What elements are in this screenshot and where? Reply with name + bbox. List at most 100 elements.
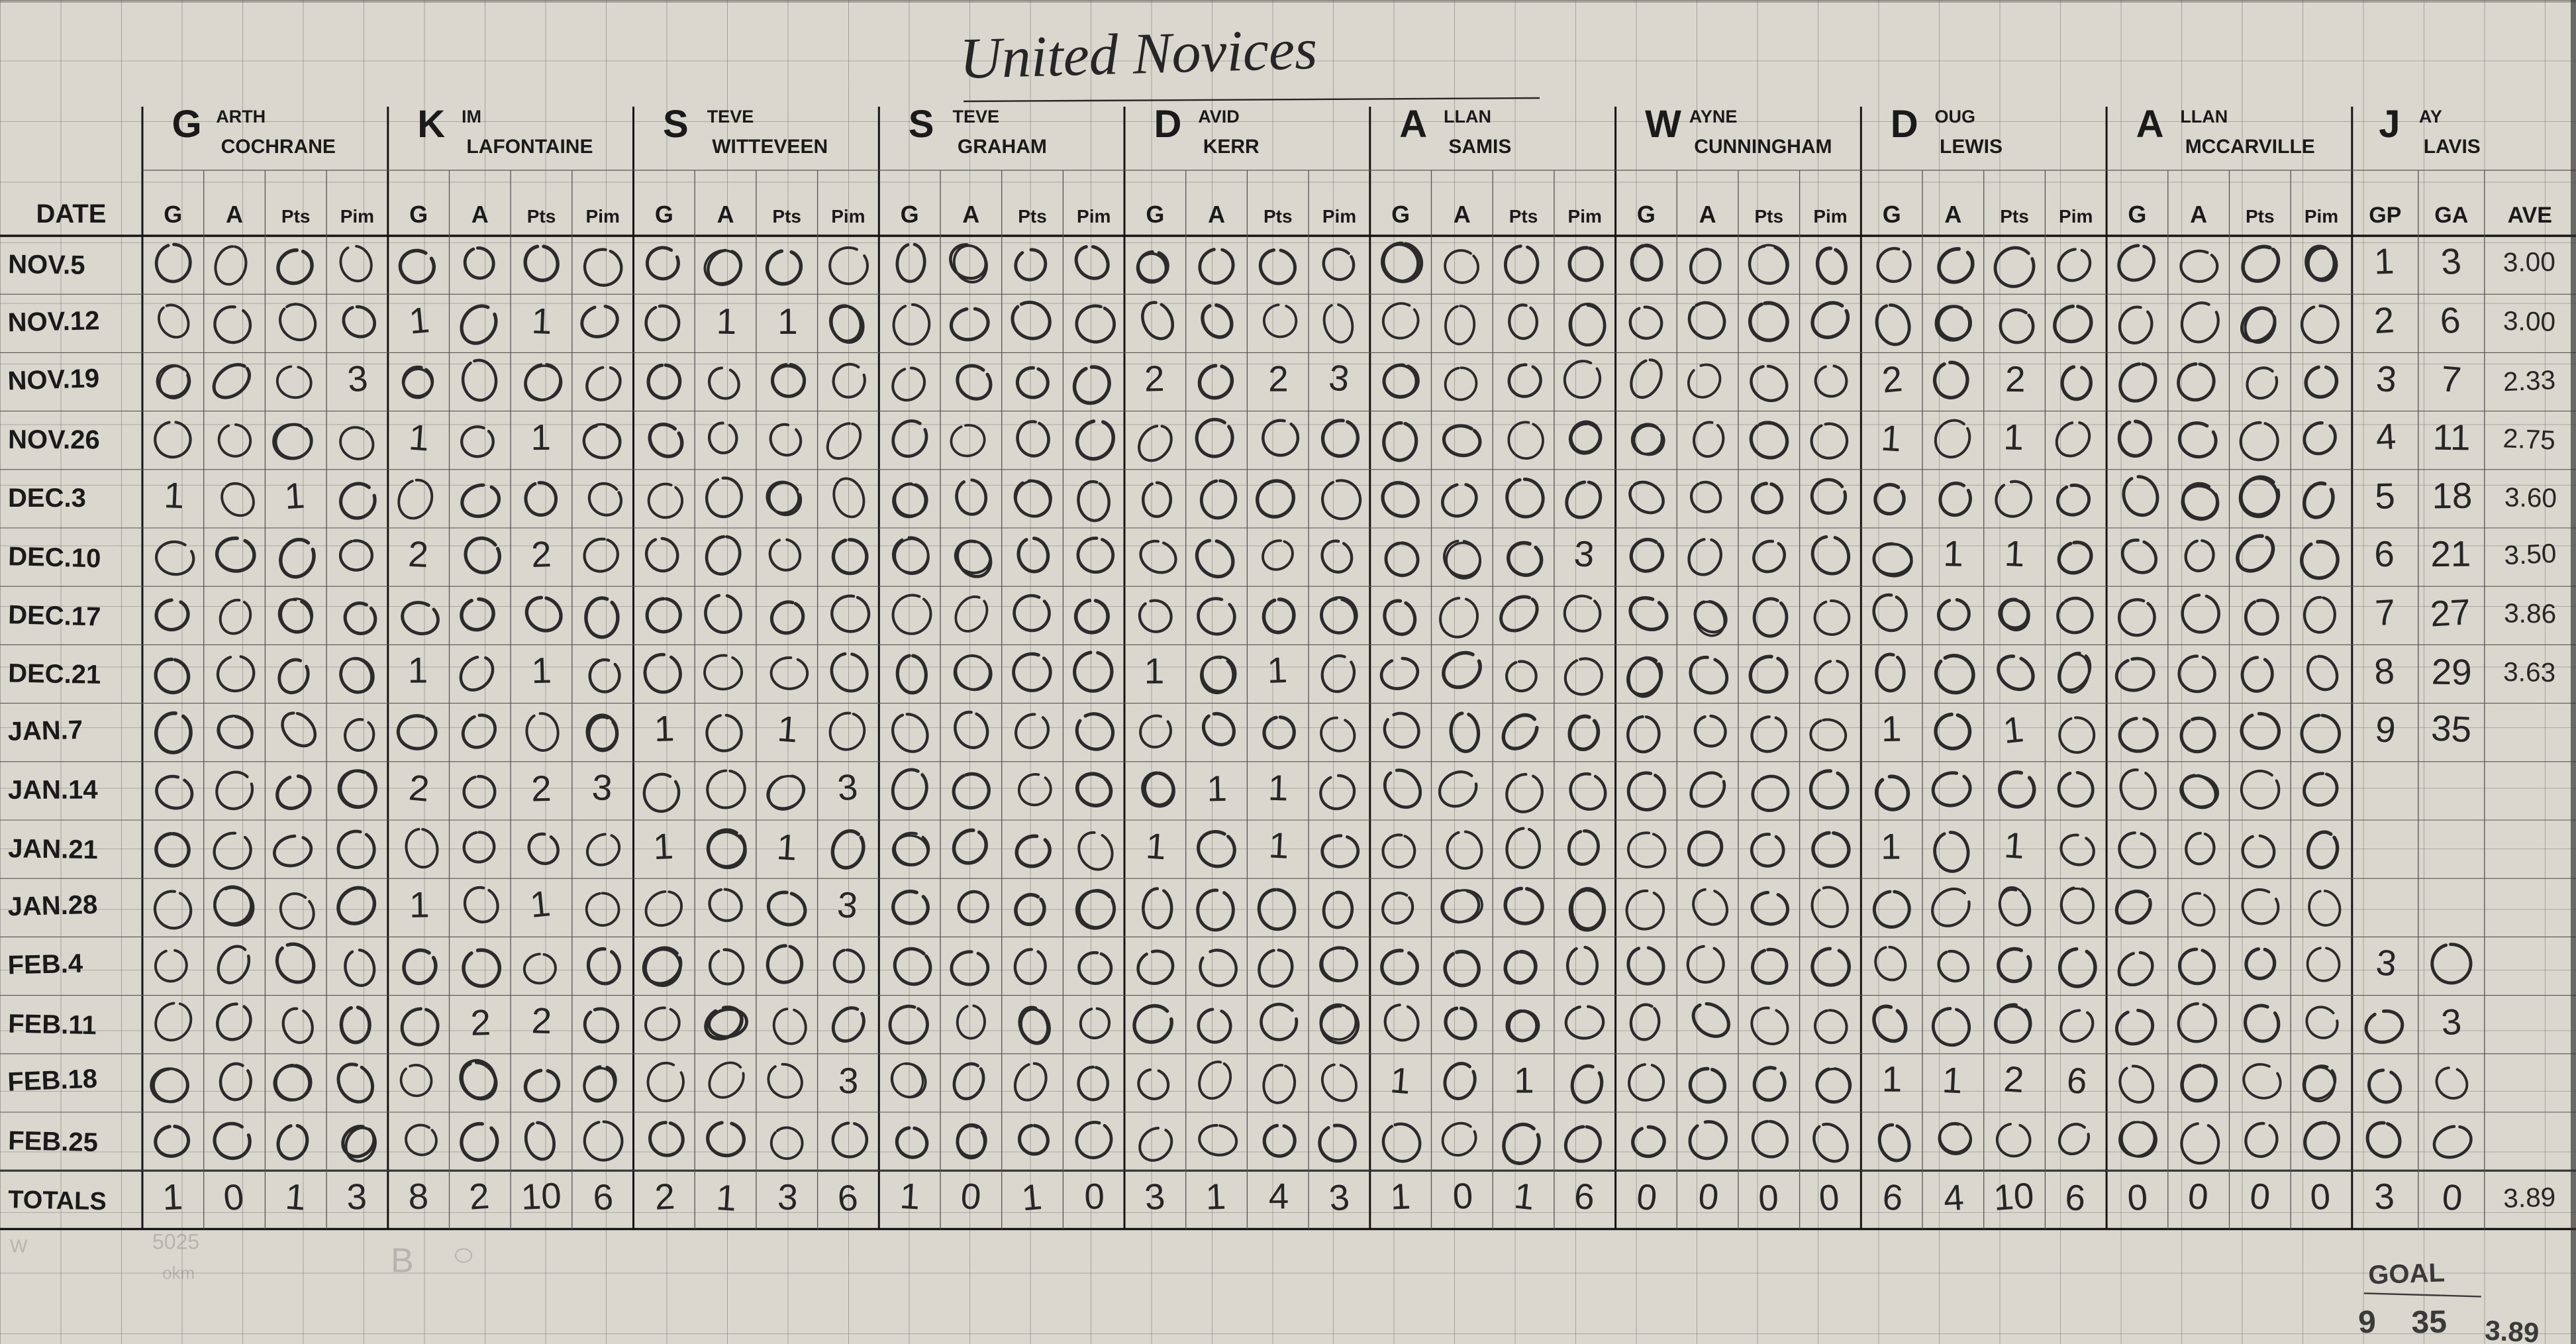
- svg-text:Pim: Pim: [340, 206, 374, 227]
- svg-text:9: 9: [2373, 708, 2397, 751]
- svg-text:0: 0: [1084, 1175, 1105, 1217]
- svg-text:0: 0: [2187, 1175, 2210, 1217]
- svg-text:1: 1: [531, 649, 552, 691]
- svg-text:1: 1: [407, 417, 430, 459]
- svg-text:1: 1: [775, 826, 798, 868]
- svg-text:3.63: 3.63: [2503, 656, 2556, 688]
- svg-text:2: 2: [654, 1175, 676, 1217]
- svg-text:GOAL: GOAL: [2368, 1258, 2446, 1290]
- svg-text:AYNE: AYNE: [1689, 107, 1738, 127]
- svg-text:1: 1: [162, 1176, 183, 1217]
- svg-text:G: G: [901, 201, 919, 228]
- svg-text:Pim: Pim: [2304, 206, 2338, 227]
- svg-text:ARTH: ARTH: [216, 107, 266, 127]
- svg-text:1: 1: [1512, 1175, 1536, 1218]
- svg-text:3: 3: [836, 884, 859, 926]
- svg-text:Pts: Pts: [2000, 206, 2029, 227]
- svg-text:3: 3: [1327, 356, 1352, 399]
- svg-text:1: 1: [530, 417, 551, 458]
- svg-text:2: 2: [407, 766, 431, 809]
- svg-text:2.75: 2.75: [2502, 423, 2556, 455]
- svg-text:LLAN: LLAN: [1444, 107, 1491, 127]
- svg-text:29: 29: [2431, 651, 2472, 693]
- svg-text:3.50: 3.50: [2503, 538, 2557, 571]
- svg-text:Pts: Pts: [527, 206, 556, 227]
- svg-text:1: 1: [2004, 533, 2026, 574]
- svg-text:0: 0: [1758, 1177, 1779, 1219]
- svg-text:NOV.19: NOV.19: [7, 364, 100, 395]
- svg-text:3.86: 3.86: [2504, 597, 2557, 629]
- svg-text:1: 1: [1267, 824, 1290, 866]
- svg-text:8: 8: [2373, 650, 2395, 692]
- svg-text:G: G: [1391, 201, 1410, 228]
- svg-text:WITTEVEEN: WITTEVEEN: [712, 136, 828, 158]
- svg-text:7: 7: [2440, 358, 2463, 400]
- svg-text:2: 2: [468, 1175, 491, 1217]
- svg-text:2: 2: [407, 533, 429, 575]
- svg-text:United Novices: United Novices: [959, 17, 1318, 91]
- svg-text:1: 1: [531, 300, 553, 342]
- svg-text:6: 6: [1573, 1175, 1595, 1217]
- svg-text:J: J: [2379, 103, 2400, 146]
- svg-text:A: A: [226, 201, 243, 228]
- svg-text:DATE: DATE: [36, 199, 107, 229]
- svg-text:2: 2: [531, 768, 552, 809]
- svg-text:0: 0: [2126, 1176, 2149, 1219]
- svg-text:A: A: [717, 201, 734, 228]
- svg-text:1: 1: [1266, 649, 1288, 691]
- svg-text:1: 1: [2003, 824, 2026, 866]
- svg-text:1: 1: [283, 474, 306, 517]
- svg-text:9: 9: [2357, 1304, 2377, 1340]
- svg-text:A: A: [471, 201, 489, 228]
- svg-text:1: 1: [1942, 1059, 1963, 1101]
- svg-text:Pts: Pts: [1263, 206, 1293, 227]
- svg-text:B: B: [391, 1241, 414, 1280]
- svg-text:D: D: [1891, 103, 1918, 146]
- svg-text:18: 18: [2432, 475, 2473, 517]
- svg-text:2: 2: [1880, 358, 1904, 401]
- svg-text:6: 6: [592, 1176, 614, 1218]
- svg-text:1: 1: [284, 1176, 307, 1218]
- svg-text:AVID: AVID: [1198, 107, 1240, 127]
- svg-text:3.89: 3.89: [2484, 1314, 2540, 1344]
- svg-text:Pts: Pts: [2246, 206, 2275, 227]
- svg-text:3: 3: [838, 1060, 859, 1102]
- svg-text:35: 35: [2430, 707, 2473, 750]
- svg-text:1: 1: [1267, 767, 1289, 809]
- svg-text:W: W: [10, 1235, 28, 1256]
- svg-text:DEC.21: DEC.21: [8, 659, 101, 690]
- svg-text:1: 1: [716, 301, 737, 342]
- svg-text:1: 1: [1943, 533, 1964, 574]
- svg-text:DEC.10: DEC.10: [8, 542, 101, 573]
- svg-text:G: G: [1637, 201, 1656, 228]
- svg-text:8: 8: [408, 1176, 429, 1217]
- svg-text:A: A: [1399, 103, 1427, 146]
- svg-text:Pts: Pts: [1018, 206, 1047, 227]
- svg-text:0: 0: [1452, 1174, 1474, 1217]
- svg-text:GRAHAM: GRAHAM: [958, 136, 1047, 158]
- svg-text:LLAN: LLAN: [2180, 107, 2228, 127]
- svg-text:4: 4: [2375, 415, 2397, 458]
- svg-text:6: 6: [836, 1176, 859, 1219]
- svg-text:1: 1: [1144, 825, 1167, 867]
- svg-text:NOV.5: NOV.5: [8, 250, 85, 280]
- svg-text:A: A: [1454, 201, 1471, 228]
- svg-text:0: 0: [959, 1175, 983, 1217]
- svg-text:FEB.11: FEB.11: [8, 1009, 97, 1041]
- svg-text:Pim: Pim: [1077, 206, 1111, 227]
- svg-text:7: 7: [2374, 591, 2397, 633]
- svg-text:DEC.3: DEC.3: [8, 484, 86, 513]
- svg-text:Pim: Pim: [2059, 206, 2093, 227]
- svg-text:TEVE: TEVE: [953, 107, 1000, 127]
- svg-text:Pts: Pts: [772, 206, 801, 227]
- svg-text:3: 3: [591, 766, 613, 809]
- svg-text:1: 1: [2373, 240, 2395, 282]
- svg-text:3: 3: [836, 766, 859, 808]
- svg-text:G: G: [409, 201, 428, 228]
- svg-text:G: G: [172, 103, 202, 146]
- svg-text:2: 2: [1268, 358, 1289, 399]
- svg-text:1: 1: [1881, 826, 1901, 867]
- svg-text:JAN.21: JAN.21: [8, 834, 98, 864]
- svg-text:FEB.4: FEB.4: [7, 949, 83, 980]
- svg-text:1: 1: [528, 882, 552, 925]
